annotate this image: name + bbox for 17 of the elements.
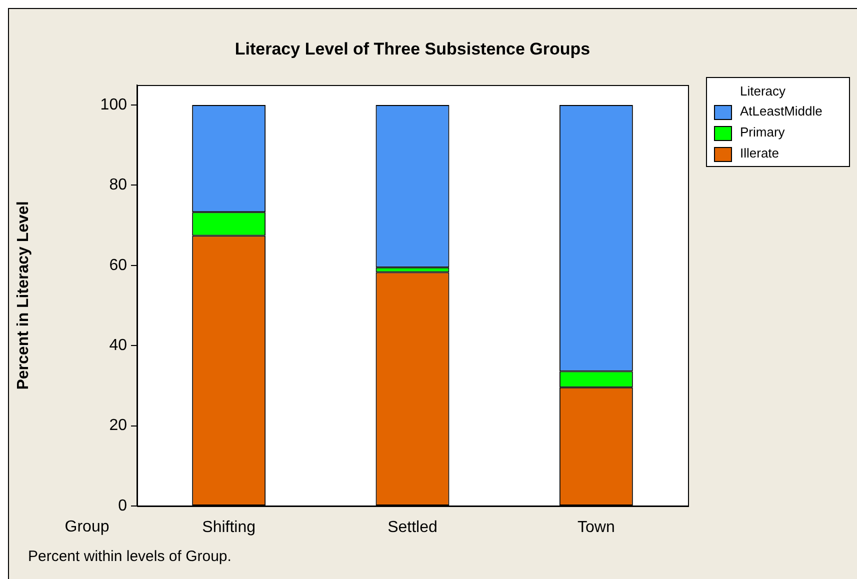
y-tick-label: 80: [109, 176, 128, 194]
x-tick-label: Shifting: [202, 519, 256, 536]
legend-title: Literacy: [740, 84, 786, 99]
legend-label: AtLeastMiddle: [740, 104, 822, 119]
y-tick-label: 20: [109, 417, 128, 434]
y-axis-title: Percent in Literacy Level: [15, 201, 32, 390]
legend-label: Illerate: [740, 146, 780, 161]
y-tick-label: 40: [109, 337, 128, 354]
x-tick-label: Town: [577, 519, 615, 536]
text: Percent within levels of Group.: [28, 548, 232, 566]
x-tick-label: Settled: [388, 519, 438, 536]
y-tick-label: 100: [100, 96, 128, 114]
legend-label: Primary: [740, 124, 786, 140]
x-axis-title: Group: [64, 518, 110, 536]
chart-title: Literacy Level of Three Subsistence Groups: [234, 40, 590, 59]
y-tick-label: 60: [109, 256, 128, 274]
y-tick-label: 0: [118, 497, 128, 514]
